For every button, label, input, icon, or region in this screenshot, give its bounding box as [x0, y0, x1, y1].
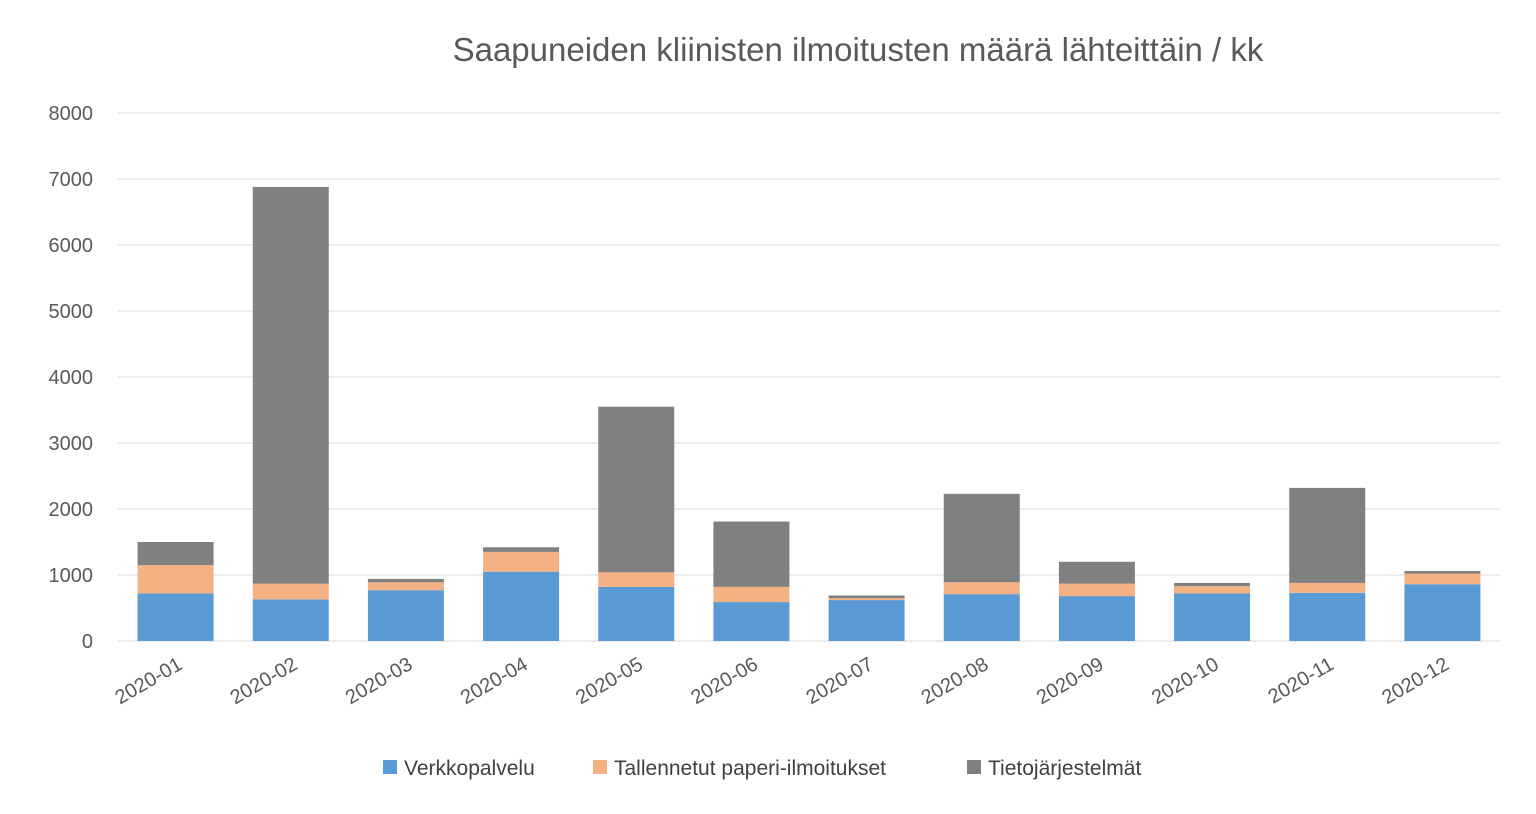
bar-segment — [1289, 592, 1366, 641]
y-tick-label: 2000 — [49, 499, 94, 521]
x-tick-label: 2020-01 — [112, 653, 187, 709]
x-tick-label: 2020-05 — [572, 653, 647, 709]
bar-segment — [828, 600, 905, 641]
x-axis-ticks: 2020-01 2020-02 2020-03 2020-04 2020-05 2020-… — [112, 653, 1453, 709]
gridlines — [118, 112, 1500, 642]
bar-segment — [943, 582, 1020, 595]
bar-segment — [713, 602, 790, 641]
legend: Verkkopalvelu Tallennetut paperi-ilmoituk… — [383, 757, 1141, 780]
bar-segment — [367, 590, 444, 641]
x-tick-label: 2020-11 — [1264, 653, 1337, 708]
y-tick-label: 3000 — [49, 433, 94, 455]
bar-segment — [137, 593, 214, 641]
x-tick-label: 2020-10 — [1148, 653, 1223, 709]
bar-segment — [137, 565, 214, 594]
bar-segment — [483, 551, 560, 572]
bar-segment — [1289, 487, 1366, 583]
bar-segment — [1174, 586, 1251, 594]
bar-segment — [483, 571, 560, 641]
bar-segment — [943, 594, 1020, 641]
bar-segment — [943, 493, 1020, 583]
y-axis-ticks: 0 1000 2000 3000 4000 5000 6000 7000 8000 — [49, 103, 94, 653]
bar-segment — [828, 595, 905, 599]
bar-segment — [713, 521, 790, 587]
bar-segment — [598, 586, 675, 641]
y-tick-label: 0 — [82, 631, 93, 653]
x-tick-label: 2020-12 — [1378, 653, 1453, 709]
x-tick-label: 2020-04 — [457, 653, 532, 709]
bar-segment — [1174, 582, 1251, 587]
bar-segment — [1404, 571, 1481, 574]
x-tick-label: 2020-07 — [803, 653, 878, 709]
bar-segment — [252, 186, 329, 584]
bar-segment — [1058, 596, 1135, 641]
bar-segment — [828, 598, 905, 601]
y-tick-label: 6000 — [49, 235, 94, 257]
bar-segment — [1058, 561, 1135, 584]
x-tick-label: 2020-06 — [687, 653, 762, 709]
bar-segment — [1174, 593, 1251, 641]
y-tick-label: 7000 — [49, 169, 94, 191]
bar-segment — [252, 583, 329, 600]
legend-label: Tallennetut paperi-ilmoitukset — [614, 757, 886, 780]
y-tick-label: 1000 — [49, 565, 94, 587]
bars — [137, 186, 1481, 641]
y-tick-label: 8000 — [49, 103, 94, 125]
bar-segment — [598, 406, 675, 573]
chart-title: Saapuneiden kliinisten ilmoitusten määrä… — [453, 31, 1264, 68]
legend-swatch — [967, 760, 981, 774]
legend-swatch — [383, 760, 397, 774]
bar-segment — [713, 586, 790, 603]
legend-swatch — [593, 760, 607, 774]
bar-segment — [1404, 584, 1481, 641]
legend-label: Tietojärjestelmät — [988, 757, 1141, 780]
x-tick-label: 2020-08 — [918, 653, 993, 709]
bar-segment — [598, 572, 675, 587]
bar-segment — [1058, 583, 1135, 597]
legend-label: Verkkopalvelu — [404, 757, 535, 780]
y-tick-label: 4000 — [49, 367, 94, 389]
bar-segment — [252, 599, 329, 641]
x-tick-label: 2020-03 — [342, 653, 417, 709]
bar-segment — [367, 582, 444, 591]
bar-segment — [483, 547, 560, 552]
bar-segment — [137, 542, 214, 566]
x-tick-label: 2020-02 — [227, 653, 302, 709]
bar-segment — [367, 578, 444, 583]
bar-segment — [1289, 582, 1366, 593]
y-tick-label: 5000 — [49, 301, 94, 323]
bar-segment — [1404, 573, 1481, 585]
x-tick-label: 2020-09 — [1033, 653, 1108, 709]
